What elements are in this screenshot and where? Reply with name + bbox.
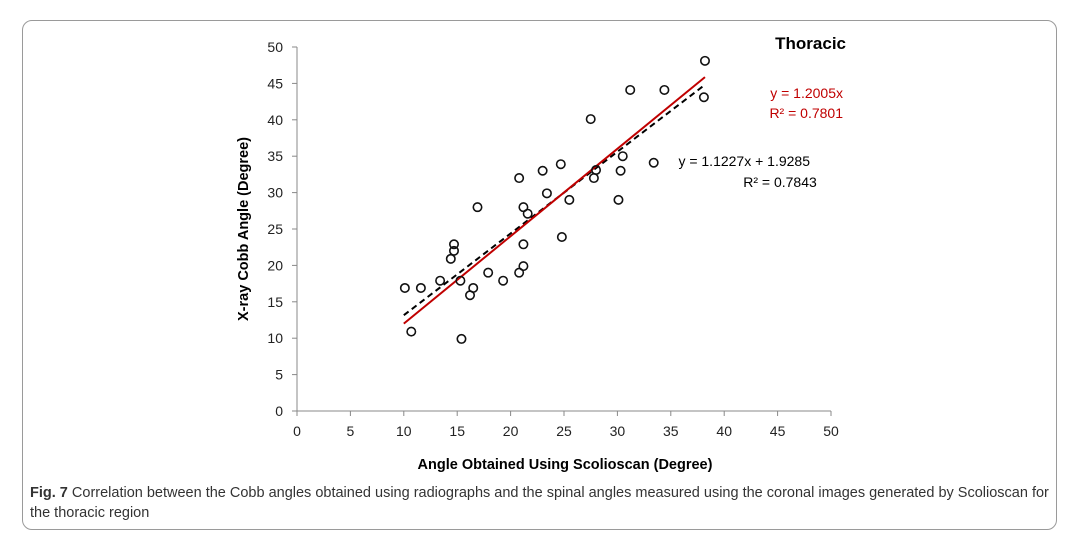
data-point (498, 275, 509, 286)
data-point (615, 165, 626, 176)
data-point (399, 282, 410, 293)
figure-caption: Fig. 7 Correlation between the Cobb angl… (30, 483, 1050, 523)
data-point (445, 253, 456, 264)
data-point (415, 282, 426, 293)
data-point (699, 55, 710, 66)
y-axis-label: X-ray Cobb Angle (Degree) (236, 137, 252, 321)
x-tick-label: 15 (449, 423, 465, 439)
y-tick-label: 50 (267, 39, 283, 55)
x-tick-label: 40 (716, 423, 732, 439)
data-point (588, 173, 599, 184)
red-fit-equation: y = 1.2005x (770, 85, 843, 101)
y-tick-label: 20 (267, 257, 283, 273)
fit-line-linear (403, 85, 704, 317)
data-point (555, 159, 566, 170)
red-fit-r2: R² = 0.7801 (769, 105, 843, 121)
data-point (448, 239, 459, 250)
x-tick-label: 30 (610, 423, 626, 439)
data-point (518, 261, 529, 272)
x-tick-label: 20 (503, 423, 519, 439)
data-point (556, 232, 567, 243)
data-point (455, 275, 466, 286)
scatter-chart: 0 5 10 15 20 25 30 35 40 45 50 0 5 10 15 20 25 30 35 40 45 50… (236, 34, 846, 473)
data-point (541, 188, 552, 199)
y-tick-label: 0 (275, 403, 283, 419)
y-tick-label: 5 (275, 367, 283, 383)
data-point (648, 157, 659, 168)
y-tick-label: 35 (267, 148, 283, 164)
data-points (399, 55, 710, 344)
caption-text: Correlation between the Cobb angles obta… (30, 485, 1049, 521)
x-tick-label: 25 (556, 423, 572, 439)
y-tick-label: 15 (267, 294, 283, 310)
data-point (698, 92, 709, 103)
x-tick-label: 35 (663, 423, 679, 439)
y-tick-label: 25 (267, 221, 283, 237)
y-tick-label: 45 (267, 75, 283, 91)
data-point (435, 275, 446, 286)
x-tick-label: 0 (293, 423, 301, 439)
x-tick-label: 5 (347, 423, 355, 439)
figure-frame (22, 20, 1057, 530)
data-point (613, 194, 624, 205)
chart-title: Thoracic (775, 34, 846, 53)
data-point (537, 165, 548, 176)
data-point (465, 290, 476, 301)
caption-label: Fig. 7 (30, 485, 68, 501)
data-point (522, 208, 533, 219)
data-point (625, 84, 636, 95)
data-point (514, 173, 525, 184)
tick-labels: 0 5 10 15 20 25 30 35 40 45 50 0 5 10 15 20 25 30 35 40 45 50 (267, 39, 839, 439)
x-tick-label: 10 (396, 423, 412, 439)
data-point (472, 202, 483, 213)
data-point (448, 245, 459, 256)
fit-lines (403, 76, 706, 325)
x-tick-label: 45 (770, 423, 786, 439)
data-point (659, 84, 670, 95)
data-point (585, 114, 596, 125)
x-axis-label: Angle Obtained Using Scolioscan (Degree) (418, 457, 713, 473)
data-point (406, 326, 417, 337)
x-tick-label: 50 (823, 423, 839, 439)
data-point (456, 333, 467, 344)
data-point (483, 267, 494, 278)
y-tick-label: 40 (267, 112, 283, 128)
axes (292, 46, 832, 416)
data-point (564, 194, 575, 205)
fit-line-through-origin (403, 76, 706, 325)
data-point (617, 151, 628, 162)
y-tick-label: 30 (267, 185, 283, 201)
black-fit-r2: R² = 0.7843 (743, 174, 817, 190)
data-point (518, 239, 529, 250)
y-tick-label: 10 (267, 330, 283, 346)
black-fit-equation: y = 1.1227x + 1.9285 (678, 153, 810, 169)
